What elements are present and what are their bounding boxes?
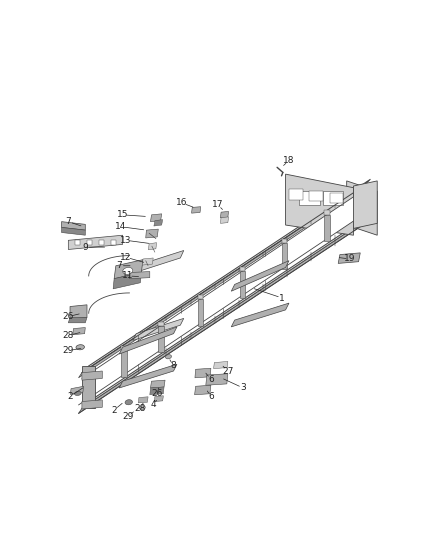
Text: 29: 29: [122, 413, 134, 421]
Polygon shape: [324, 211, 330, 215]
Polygon shape: [82, 400, 102, 409]
Polygon shape: [121, 350, 127, 377]
Polygon shape: [78, 190, 364, 405]
Polygon shape: [158, 326, 163, 352]
Polygon shape: [299, 191, 320, 205]
Text: 26: 26: [62, 312, 73, 321]
Polygon shape: [286, 174, 353, 235]
Ellipse shape: [74, 391, 81, 395]
Polygon shape: [195, 368, 211, 378]
Polygon shape: [61, 222, 85, 230]
Text: 13: 13: [120, 236, 132, 245]
Polygon shape: [148, 243, 156, 250]
Text: 1: 1: [279, 294, 285, 303]
Polygon shape: [194, 385, 211, 395]
Polygon shape: [111, 240, 116, 245]
Polygon shape: [68, 235, 123, 249]
Text: 2: 2: [111, 406, 117, 415]
Ellipse shape: [125, 400, 132, 405]
Polygon shape: [206, 374, 228, 385]
Text: 15: 15: [117, 211, 128, 220]
Text: 2: 2: [67, 392, 73, 401]
Polygon shape: [330, 193, 343, 203]
Text: 29: 29: [63, 346, 74, 355]
Text: 7: 7: [65, 217, 71, 226]
Text: 26: 26: [151, 389, 162, 398]
Polygon shape: [99, 240, 104, 245]
Polygon shape: [61, 228, 85, 235]
Polygon shape: [130, 271, 150, 279]
Polygon shape: [151, 214, 162, 222]
Polygon shape: [338, 253, 360, 263]
Polygon shape: [73, 328, 85, 335]
Polygon shape: [68, 317, 87, 323]
Ellipse shape: [76, 345, 85, 350]
Polygon shape: [282, 243, 287, 269]
Text: 11: 11: [122, 271, 134, 280]
Polygon shape: [220, 217, 229, 223]
Text: 28: 28: [134, 404, 145, 413]
Polygon shape: [78, 222, 364, 414]
Polygon shape: [198, 300, 203, 326]
Polygon shape: [82, 215, 371, 408]
Polygon shape: [353, 181, 377, 229]
Polygon shape: [150, 387, 164, 395]
Polygon shape: [231, 261, 289, 291]
Polygon shape: [119, 327, 177, 354]
Ellipse shape: [166, 354, 172, 359]
Polygon shape: [78, 186, 364, 378]
Polygon shape: [158, 321, 163, 326]
Polygon shape: [82, 371, 102, 380]
Ellipse shape: [123, 268, 133, 274]
Polygon shape: [151, 380, 165, 388]
Polygon shape: [87, 240, 92, 245]
Text: 3: 3: [240, 383, 246, 392]
Text: 9: 9: [82, 243, 88, 252]
Polygon shape: [119, 364, 177, 388]
Text: 4: 4: [150, 400, 156, 409]
Polygon shape: [231, 303, 289, 327]
Polygon shape: [154, 220, 162, 226]
Polygon shape: [75, 240, 80, 245]
Text: 16: 16: [176, 198, 188, 207]
Polygon shape: [82, 366, 95, 408]
Polygon shape: [146, 229, 158, 238]
Text: 8: 8: [171, 361, 177, 370]
Polygon shape: [323, 191, 343, 205]
Text: 28: 28: [63, 331, 74, 340]
Polygon shape: [82, 179, 371, 373]
Text: 19: 19: [344, 254, 356, 263]
Polygon shape: [71, 386, 84, 394]
Polygon shape: [154, 396, 163, 401]
Ellipse shape: [139, 406, 145, 410]
Polygon shape: [133, 318, 184, 341]
Text: 6: 6: [208, 392, 214, 401]
Text: 7: 7: [117, 261, 122, 270]
Polygon shape: [121, 346, 127, 350]
Polygon shape: [309, 191, 323, 201]
Polygon shape: [138, 397, 148, 403]
Polygon shape: [113, 272, 141, 289]
Polygon shape: [240, 271, 245, 297]
Text: 14: 14: [115, 222, 127, 231]
Polygon shape: [346, 181, 377, 235]
Text: 27: 27: [222, 367, 233, 376]
Polygon shape: [198, 295, 203, 300]
Polygon shape: [142, 258, 153, 265]
Polygon shape: [191, 207, 201, 213]
Polygon shape: [70, 305, 87, 319]
Polygon shape: [324, 215, 330, 241]
Polygon shape: [282, 239, 287, 243]
Text: 17: 17: [212, 200, 223, 209]
Polygon shape: [220, 212, 229, 218]
Polygon shape: [114, 260, 143, 279]
Text: 6: 6: [208, 375, 214, 384]
Polygon shape: [133, 251, 184, 273]
Polygon shape: [289, 189, 303, 199]
Text: 18: 18: [283, 156, 295, 165]
Text: 12: 12: [120, 253, 132, 262]
Polygon shape: [240, 267, 245, 271]
Polygon shape: [214, 361, 228, 369]
